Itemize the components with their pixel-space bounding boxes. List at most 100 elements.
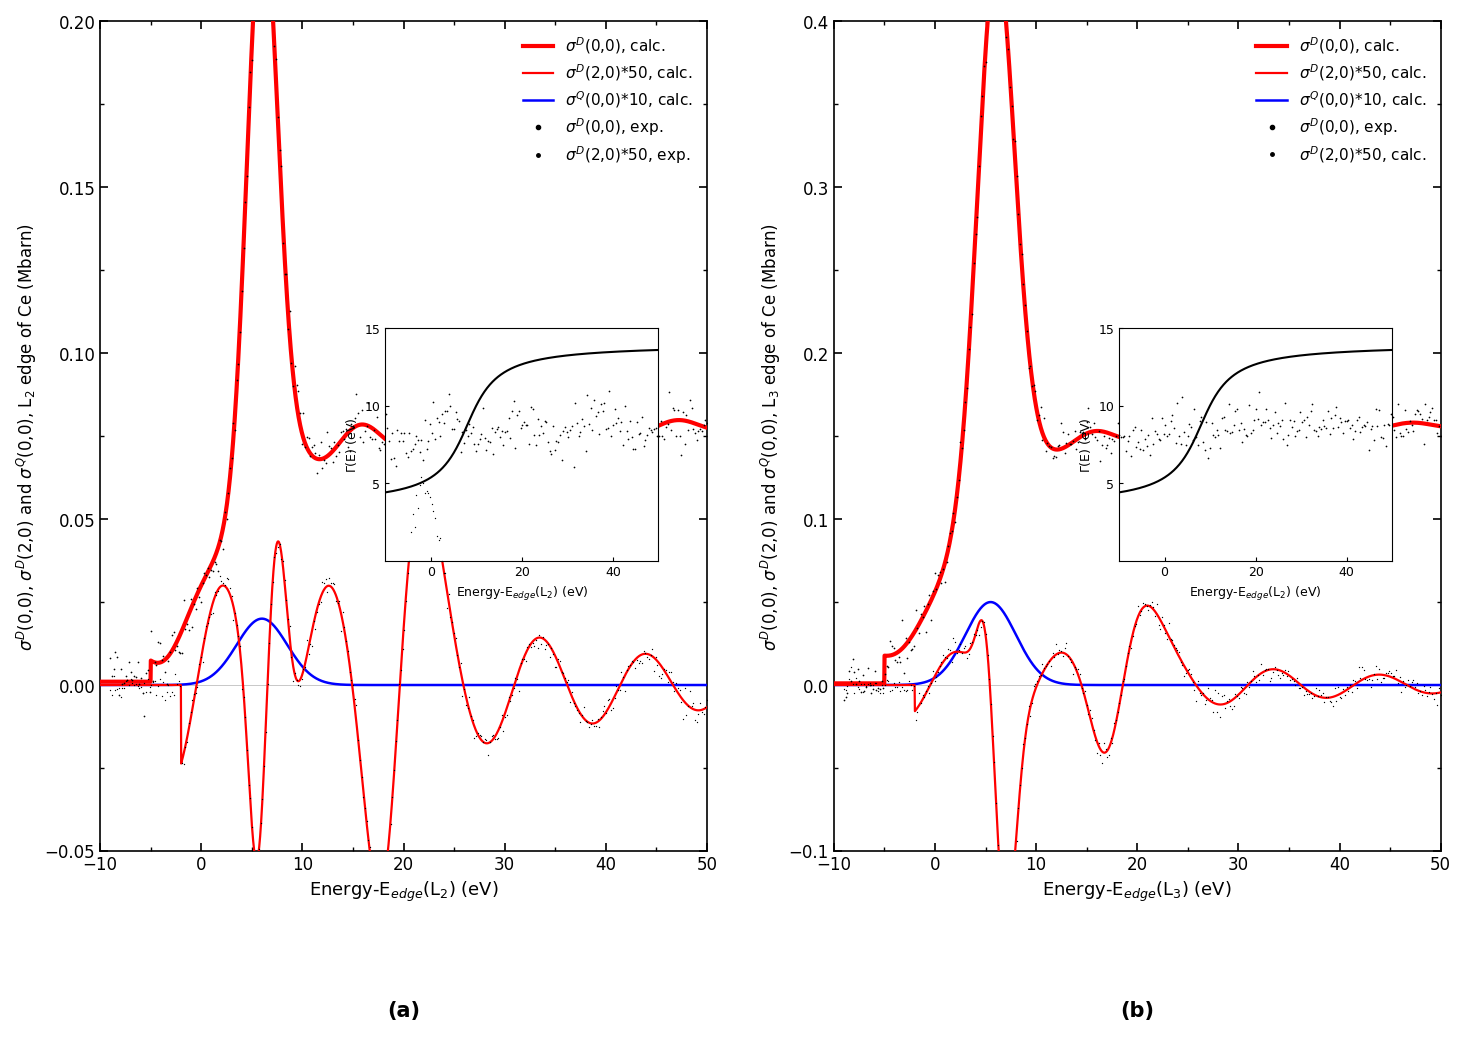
Point	[148, 671, 172, 688]
Point	[1152, 426, 1176, 443]
Point	[141, 673, 164, 690]
Point	[561, 459, 585, 476]
Point	[372, 436, 396, 453]
Point	[620, 653, 644, 670]
Point	[1058, 436, 1082, 453]
Point	[834, 682, 858, 699]
Point	[166, 637, 189, 654]
Point	[1268, 670, 1292, 687]
Point	[520, 635, 544, 652]
Point	[1007, 800, 1031, 817]
Point	[500, 403, 523, 420]
Point	[1209, 410, 1233, 426]
Point	[1281, 413, 1305, 430]
Point	[1079, 419, 1102, 436]
Point	[644, 420, 667, 437]
Point	[1145, 425, 1168, 442]
Point	[110, 675, 133, 692]
Point	[1368, 661, 1391, 678]
Point	[1303, 422, 1327, 439]
Point	[501, 393, 525, 410]
Point	[1164, 639, 1187, 656]
Point	[1287, 422, 1311, 439]
Point	[1097, 431, 1120, 448]
Point	[1199, 692, 1223, 709]
Point	[214, 511, 237, 528]
Point	[1186, 673, 1209, 690]
Point	[1303, 679, 1327, 696]
Point	[1365, 671, 1388, 688]
Point	[491, 722, 515, 739]
Point	[668, 681, 692, 698]
Point	[251, 791, 274, 808]
Point	[617, 658, 641, 675]
Point	[1230, 679, 1253, 696]
Point	[839, 673, 862, 690]
Point	[941, 630, 965, 647]
Point	[1287, 679, 1311, 696]
Point	[123, 677, 147, 694]
Point	[925, 669, 949, 686]
Point	[1267, 668, 1290, 684]
Point	[223, 605, 246, 622]
Point	[839, 658, 862, 675]
Point	[274, 265, 298, 282]
Point	[994, 915, 1017, 932]
Point	[456, 700, 479, 717]
Point	[1168, 436, 1192, 453]
Point	[998, 901, 1022, 918]
Point	[259, 596, 283, 613]
Point	[1154, 624, 1177, 641]
Point	[1360, 418, 1384, 435]
Point	[909, 695, 932, 712]
Point	[833, 681, 856, 698]
Point	[1042, 448, 1066, 464]
Point	[402, 440, 425, 457]
Point	[144, 654, 167, 671]
Point	[1165, 642, 1189, 659]
Point	[1277, 663, 1300, 680]
Point	[931, 647, 954, 663]
Point	[1275, 437, 1299, 454]
Point	[545, 433, 569, 450]
Point	[1331, 680, 1355, 697]
Point	[840, 651, 863, 668]
Point	[840, 676, 863, 693]
Point	[963, 627, 987, 643]
Point	[652, 660, 676, 677]
Point	[604, 678, 627, 695]
Point	[1032, 660, 1056, 677]
Point	[311, 574, 334, 591]
Point	[1056, 425, 1079, 442]
Point	[1368, 402, 1391, 419]
Point	[1425, 424, 1448, 441]
Point	[560, 683, 583, 700]
Point	[1299, 403, 1322, 420]
Point	[283, 665, 306, 682]
Point	[1133, 432, 1157, 449]
Point	[1429, 429, 1453, 445]
Point	[589, 396, 613, 413]
Point	[685, 432, 708, 449]
Point	[1080, 425, 1104, 442]
Point	[125, 669, 148, 686]
Point	[674, 406, 698, 423]
Point	[224, 373, 248, 390]
Point	[211, 541, 235, 558]
Point	[1158, 631, 1182, 648]
Point	[409, 469, 432, 485]
Point	[1114, 658, 1138, 675]
Point	[1309, 421, 1333, 438]
Point	[340, 672, 364, 689]
Point	[1142, 436, 1165, 453]
Point	[284, 377, 308, 394]
Point	[869, 677, 893, 694]
Point	[120, 672, 144, 689]
Point	[270, 551, 293, 568]
Point	[1161, 408, 1185, 424]
Point	[1237, 678, 1261, 695]
Point	[1353, 671, 1377, 688]
Point	[229, 324, 252, 341]
Point	[1045, 645, 1069, 662]
Point	[1271, 432, 1294, 449]
